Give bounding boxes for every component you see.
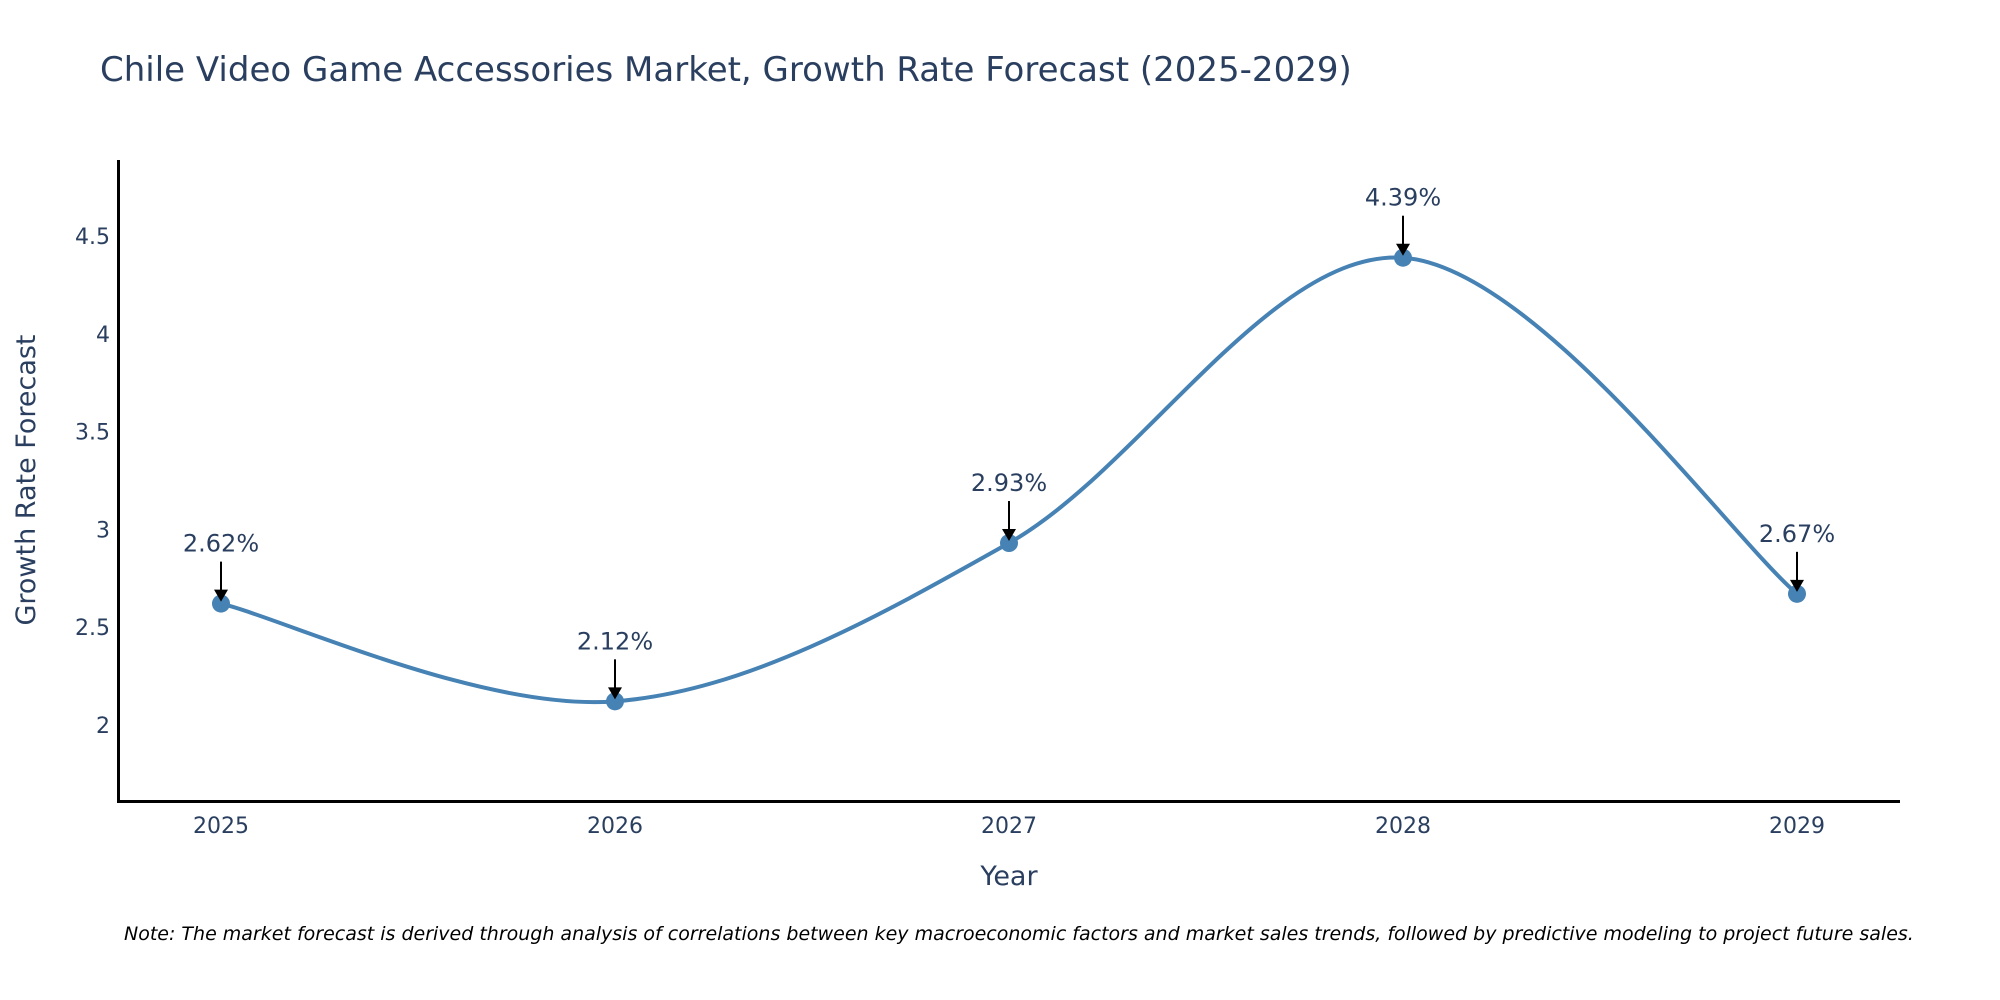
data-label: 4.39% (1365, 184, 1441, 212)
y-tick-label: 4.5 (75, 225, 110, 250)
annotation-arrow-head (214, 589, 228, 602)
y-axis-title: Growth Rate Forecast (11, 334, 42, 625)
y-axis-ticks: 2 2.5 3 3.5 4 4.5 (75, 225, 110, 739)
annotation-arrow-head (1002, 529, 1016, 542)
x-tick-label: 2029 (1769, 814, 1825, 839)
y-tick-label: 2.5 (75, 616, 110, 641)
footnote: Note: The market forecast is derived thr… (124, 923, 1914, 945)
data-point (1394, 248, 1412, 267)
x-axis-ticks: 2025 2026 2027 2028 2029 (193, 814, 1825, 839)
y-tick-label: 3 (96, 518, 110, 543)
data-point (1000, 534, 1018, 553)
y-tick-label: 2 (96, 714, 110, 739)
data-label: 2.67% (1759, 520, 1835, 548)
data-label: 2.62% (183, 530, 259, 558)
x-tick-label: 2027 (981, 814, 1037, 839)
annotation-arrow-head (608, 687, 622, 700)
x-tick-label: 2025 (193, 814, 249, 839)
x-axis-title: Year (979, 861, 1038, 892)
data-label: 2.12% (577, 627, 653, 655)
data-label: 2.93% (971, 469, 1047, 497)
data-point (606, 692, 624, 711)
data-labels: 2.62% 2.12% 2.93% 4.39% 2.67% (183, 184, 1835, 700)
y-tick-label: 3.5 (75, 421, 110, 446)
data-markers (212, 248, 1806, 711)
y-tick-label: 4 (96, 323, 110, 348)
x-tick-label: 2026 (587, 814, 643, 839)
data-point (212, 594, 230, 613)
series-line (220, 255, 1799, 705)
annotation-arrow-head (1396, 243, 1410, 256)
x-tick-label: 2028 (1375, 814, 1431, 839)
annotation-arrow-head (1790, 579, 1804, 592)
data-point (1788, 584, 1806, 603)
chart-title: Chile Video Game Accessories Market, Gro… (100, 50, 1352, 90)
